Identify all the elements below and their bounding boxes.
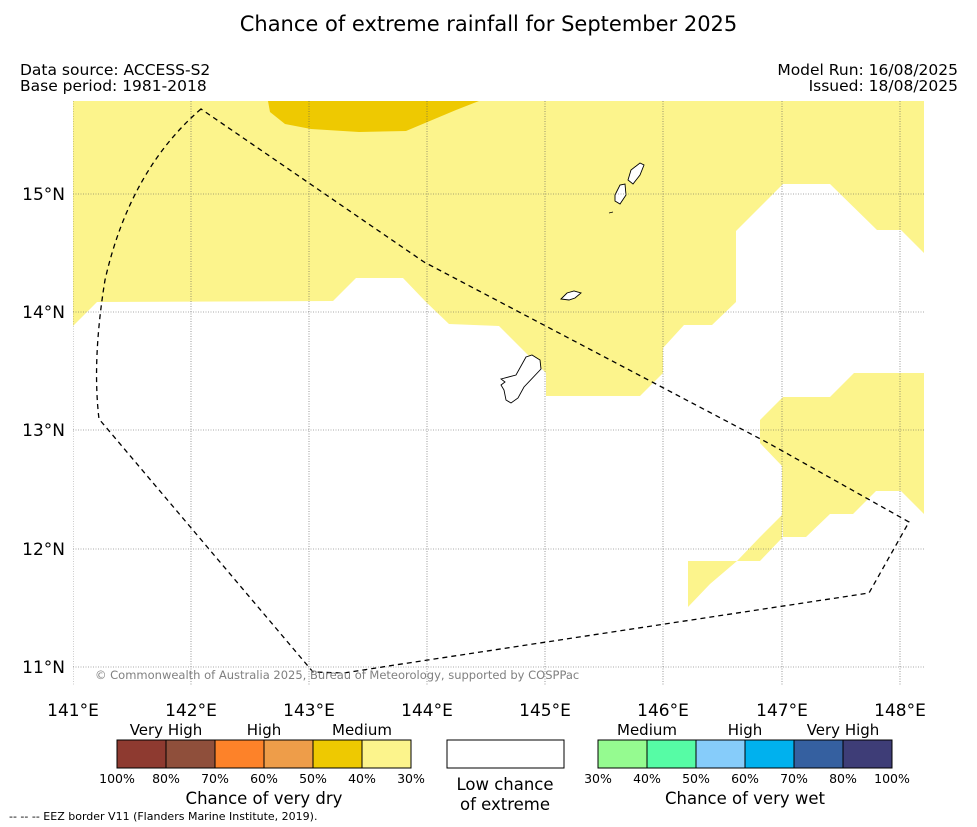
dry-very-high-label: Very High [130,721,203,739]
dry-tick: 100% [99,771,135,786]
medium-dry-region-north [73,101,924,396]
low-chance-swatch [446,739,565,769]
wet-swatch [646,739,697,769]
wet-high-label: High [728,721,762,739]
medium-dry-region-east [688,373,924,607]
dry-swatch [361,739,412,769]
wet-tick: 70% [780,771,808,786]
wet-tick: 40% [633,771,661,786]
dry-tick: 80% [152,771,180,786]
wet-swatch [842,739,893,769]
dry-tick: 50% [299,771,327,786]
wet-swatch [793,739,844,769]
lat-label: 15°N [22,185,65,205]
lat-labels: 15°N 14°N 13°N 12°N 11°N [22,185,65,678]
lon-label: 148°E [874,701,926,721]
rota-island [560,290,582,301]
wet-tick: 30% [584,771,612,786]
dry-swatch [263,739,314,769]
dry-tick: 70% [201,771,229,786]
lon-label: 147°E [756,701,808,721]
model-run-text: Model Run: 16/08/2025 [777,61,958,79]
gridlines [73,101,924,686]
dry-high-label: High [247,721,281,739]
wet-tick: 80% [829,771,857,786]
lon-label: 143°E [283,701,335,721]
dry-swatch [312,739,363,769]
eez-note: -- -- -- EEZ border V11 (Flanders Marine… [9,810,317,823]
low-chance-label-line1: Low chance [456,775,553,794]
dry-swatch [165,739,216,769]
lon-labels: 141°E 142°E 143°E 144°E 145°E 146°E 147°… [47,701,926,721]
lat-label: 14°N [22,303,65,323]
lon-label: 144°E [401,701,453,721]
wet-tick: 50% [682,771,710,786]
data-info: Data source: ACCESS-S2 Base period: 1981… [20,62,210,94]
dry-tick: 60% [250,771,278,786]
dry-swatch [214,739,265,769]
issued-text: Issued: 18/08/2025 [808,77,958,95]
low-chance-label-line2: of extreme [460,795,550,814]
wet-tick: 60% [731,771,759,786]
wet-medium-label: Medium [617,721,677,739]
wet-legend-title: Chance of very wet [665,789,826,808]
lon-label: 146°E [637,701,689,721]
wet-swatch [744,739,795,769]
wet-legend: Medium High Very High 30% 40% 50% 60% 70… [584,721,910,808]
run-info: Model Run: 16/08/2025 Issued: 18/08/2025 [777,62,958,94]
guam-island [499,354,542,404]
map-title: Chance of extreme rainfall for September… [239,12,738,36]
base-period-text: Base period: 1981-2018 [20,77,207,95]
lon-label: 141°E [47,701,99,721]
dry-legend-title: Chance of very dry [186,789,343,808]
lat-label: 12°N [22,540,65,560]
map-plot [73,101,924,686]
eez-border [95,108,910,674]
lat-label: 11°N [22,658,65,678]
data-source-text: Data source: ACCESS-S2 [20,61,211,79]
wet-swatch [597,739,648,769]
lon-label: 145°E [519,701,571,721]
copyright-text: © Commonwealth of Australia 2025, Bureau… [95,668,579,682]
wet-tick: 100% [874,771,910,786]
low-chance-legend: Low chance of extreme [446,739,565,814]
dry-legend: Very High High Medium 100% 80% 70% 60% 5… [99,721,425,808]
wet-very-high-label: Very High [807,721,880,739]
wet-swatch [695,739,746,769]
aguijan-island [608,211,614,214]
dry-tick: 40% [348,771,376,786]
dry-medium-label: Medium [332,721,392,739]
dry-swatch [116,739,167,769]
dry-tick: 30% [397,771,425,786]
high-dry-region [268,101,479,132]
lon-label: 142°E [165,701,217,721]
saipan-island [627,162,645,185]
lat-label: 13°N [22,421,65,441]
